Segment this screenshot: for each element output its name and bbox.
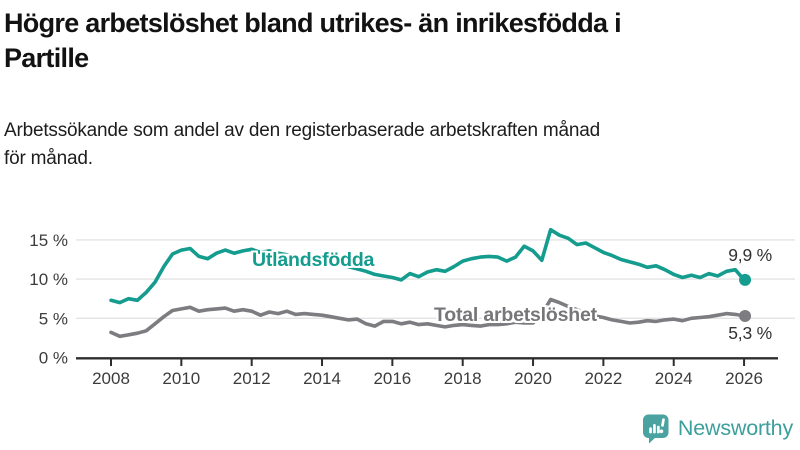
x-tick-label: 2014 [303, 369, 341, 388]
x-tick-label: 2018 [444, 369, 482, 388]
page-title-line-1: Högre arbetslöshet bland utrikes- än inr… [4, 8, 622, 38]
series-line-0 [109, 227, 746, 305]
y-tick-label: 15 % [29, 231, 68, 250]
series-label-utlandsfodda: Utlandsfödda [252, 249, 375, 271]
series-end-dot-1 [739, 309, 752, 322]
x-tick-label: 2008 [92, 369, 130, 388]
chart-subtitle-line-1: Arbetssökande som andel av den registerb… [4, 120, 601, 141]
chart-subtitle: Arbetssökande som andel av den registerb… [4, 117, 796, 173]
newsworthy-brand-text: Newsworthy [677, 415, 793, 440]
series-label-total-arbetsloshet: Total arbetslöshet [434, 304, 597, 326]
end-value-total: 5,3 % [728, 323, 772, 343]
page-title-line-2: Partille [4, 43, 89, 73]
x-tick-label: 2024 [655, 369, 693, 388]
series-end-dot-0 [739, 273, 752, 286]
x-tick-label: 2010 [162, 369, 200, 388]
end-value-utlandsfodda: 9,9 % [728, 245, 772, 265]
chart-subtitle-line-2: för månad. [4, 148, 93, 169]
newsworthy-bar-chart-icon [642, 414, 669, 443]
x-tick-label: 2026 [725, 369, 763, 388]
series-line-1 [109, 297, 746, 339]
x-tick-label: 2022 [584, 369, 622, 388]
newsworthy-logo: Newsworthy [640, 410, 793, 446]
y-tick-label: 10 % [29, 270, 68, 289]
x-tick-label: 2020 [514, 369, 552, 388]
y-tick-label: 0 % [39, 349, 68, 368]
page-title: Högre arbetslöshet bland utrikes- än inr… [4, 6, 796, 76]
x-tick-label: 2012 [233, 369, 271, 388]
x-tick-label: 2016 [373, 369, 411, 388]
y-tick-label: 5 % [39, 309, 68, 328]
